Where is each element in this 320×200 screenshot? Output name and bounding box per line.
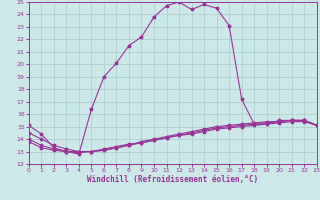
X-axis label: Windchill (Refroidissement éolien,°C): Windchill (Refroidissement éolien,°C) bbox=[87, 175, 258, 184]
